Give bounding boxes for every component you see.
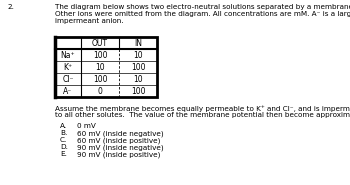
Text: OUT: OUT xyxy=(92,38,108,48)
Text: 100: 100 xyxy=(93,75,107,83)
Text: 100: 100 xyxy=(93,51,107,60)
Text: 10: 10 xyxy=(133,51,143,60)
Text: to all other solutes.  The value of the membrane potential then become approxima: to all other solutes. The value of the m… xyxy=(55,112,350,118)
Text: Na⁺: Na⁺ xyxy=(61,51,75,60)
Text: impermeant anion.: impermeant anion. xyxy=(55,18,124,24)
Text: E.: E. xyxy=(60,151,67,157)
Text: A⁻: A⁻ xyxy=(63,87,73,95)
Text: D.: D. xyxy=(60,144,68,150)
Text: Other ions were omitted from the diagram. All concentrations are mM. A⁻ is a lar: Other ions were omitted from the diagram… xyxy=(55,11,350,17)
Text: A.: A. xyxy=(60,123,67,129)
Text: 10: 10 xyxy=(133,75,143,83)
Bar xyxy=(55,37,157,97)
Text: 10: 10 xyxy=(95,63,105,71)
Text: C.: C. xyxy=(60,137,67,143)
Text: The diagram below shows two electro-neutral solutions separated by a membrane.: The diagram below shows two electro-neut… xyxy=(55,4,350,10)
Text: 0 mV: 0 mV xyxy=(77,123,96,129)
Text: 60 mV (inside negative): 60 mV (inside negative) xyxy=(77,130,164,137)
Text: B.: B. xyxy=(60,130,67,136)
Text: 90 mV (inside negative): 90 mV (inside negative) xyxy=(77,144,164,151)
Text: Cl⁻: Cl⁻ xyxy=(62,75,74,83)
Text: 90 mV (inside positive): 90 mV (inside positive) xyxy=(77,151,160,158)
Text: K⁺: K⁺ xyxy=(63,63,72,71)
Text: 0: 0 xyxy=(98,87,103,95)
Text: Assume the membrane becomes equally permeable to K⁺ and Cl⁻, and is impermeable: Assume the membrane becomes equally perm… xyxy=(55,105,350,112)
Text: 100: 100 xyxy=(131,63,145,71)
Text: 100: 100 xyxy=(131,87,145,95)
Text: IN: IN xyxy=(134,38,142,48)
Text: 2.: 2. xyxy=(7,4,14,10)
Text: 60 mV (inside positive): 60 mV (inside positive) xyxy=(77,137,160,144)
